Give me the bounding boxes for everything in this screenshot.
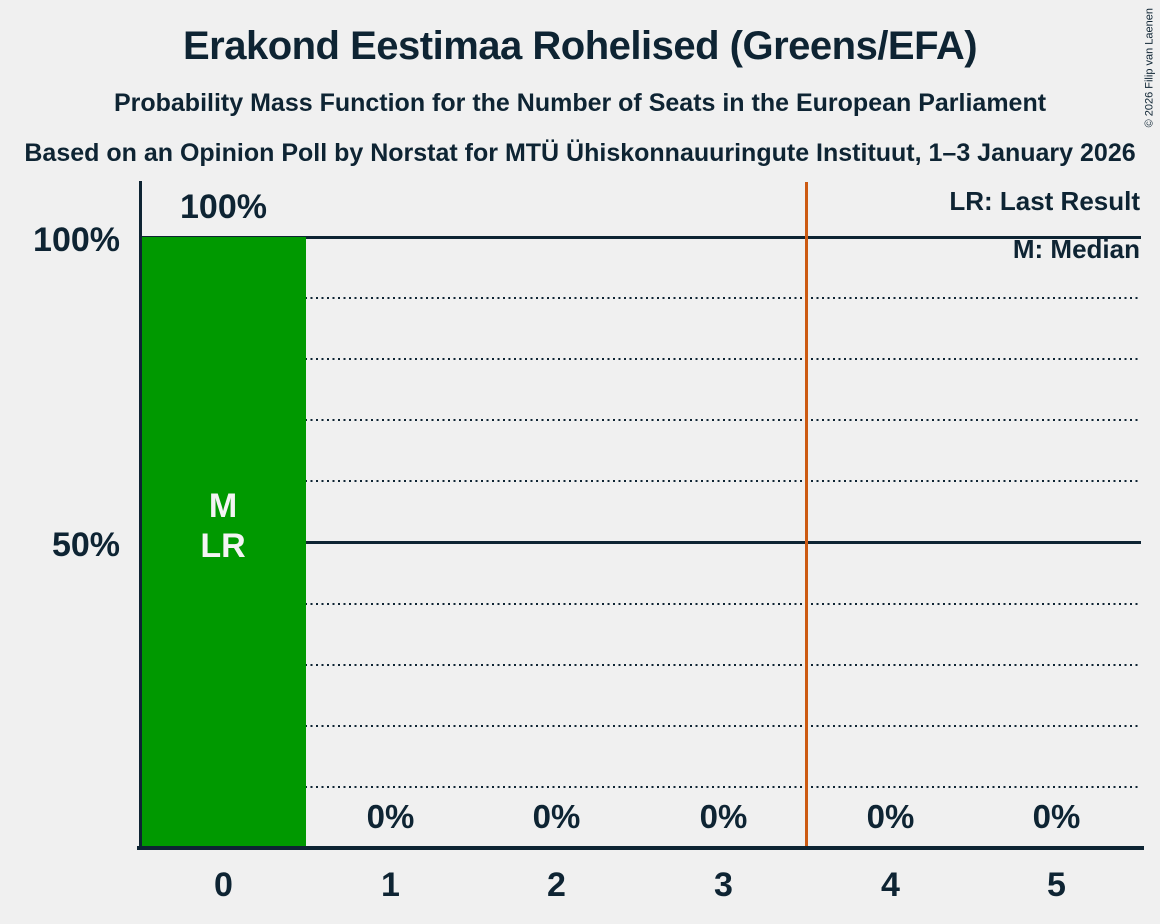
legend-median: M: Median: [1012, 234, 1140, 264]
gridline-80pct: [140, 358, 1140, 360]
median-symbol: M: [208, 487, 238, 525]
x-axis-line: [137, 846, 1144, 850]
chart-source-line: Based on an Opinion Poll by Norstat for …: [24, 139, 1136, 167]
y-axis-line: [139, 181, 142, 850]
y-tick-50pct: 50%: [51, 526, 120, 564]
bar-label-0-seats: 100%: [180, 188, 267, 226]
chart-title: Erakond Eestimaa Rohelised (Greens/EFA): [182, 24, 978, 68]
x-tick-2: 2: [547, 866, 566, 904]
bar-annotation: M LR: [140, 486, 306, 566]
bar-label-3-seats: 0%: [699, 798, 748, 835]
gridline-30pct: [140, 664, 1140, 666]
legend-last-result: LR: Last Result: [949, 186, 1140, 216]
chart-subtitle: Probability Mass Function for the Number…: [113, 89, 1047, 117]
x-tick-3: 3: [714, 866, 733, 904]
x-tick-5: 5: [1047, 866, 1066, 904]
gridline-100pct: [140, 236, 1141, 239]
last-result-symbol: LR: [200, 527, 246, 565]
gridline-60pct: [140, 480, 1140, 482]
gridline-50pct: [140, 541, 1141, 544]
bar-0-seats: [140, 237, 306, 847]
gridline-90pct: [140, 297, 1140, 299]
x-tick-1: 1: [381, 866, 400, 904]
y-tick-100pct: 100%: [33, 221, 120, 259]
bar-label-4-seats: 0%: [866, 798, 915, 835]
copyright-notice: © 2026 Filip van Laenen: [1143, 8, 1155, 128]
gridline-10pct: [140, 786, 1140, 788]
bar-label-5-seats: 0%: [1032, 798, 1081, 835]
bar-label-1-seat: 0%: [366, 798, 415, 835]
gridline-20pct: [140, 725, 1140, 727]
bar-label-2-seats: 0%: [532, 798, 581, 835]
gridline-70pct: [140, 419, 1140, 421]
gridline-40pct: [140, 603, 1140, 605]
x-tick-4: 4: [881, 866, 900, 904]
last-result-marker-line: [805, 182, 808, 847]
x-tick-0: 0: [214, 866, 233, 904]
